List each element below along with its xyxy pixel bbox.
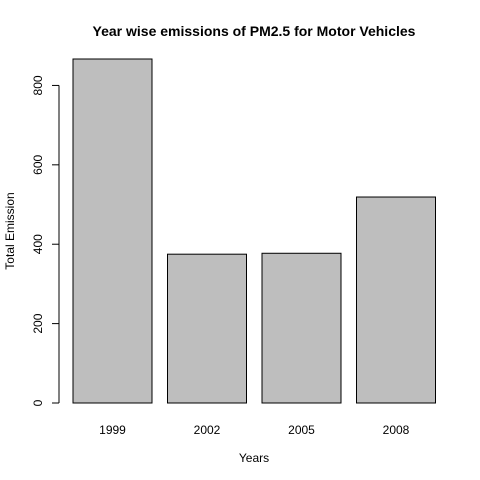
y-tick-label: 400	[31, 234, 45, 254]
bars	[72, 58, 436, 404]
y-tick-label: 200	[31, 313, 45, 333]
x-axis-label: Years	[239, 451, 269, 465]
x-tick-label: 2008	[383, 423, 410, 437]
y-axis-label: Total Emission	[3, 192, 17, 269]
x-tick-label: 2002	[194, 423, 221, 437]
bar-1999	[72, 58, 153, 404]
bar-2008	[356, 196, 436, 404]
x-tick-label: 1999	[99, 423, 126, 437]
x-tick-labels: 1999 2002 2005 2008	[99, 423, 410, 437]
y-tick-label: 0	[31, 399, 45, 406]
bar-2002	[167, 253, 247, 404]
x-tick-label: 2005	[288, 423, 315, 437]
bar-2005	[261, 252, 342, 404]
y-tick-label: 800	[31, 75, 45, 95]
y-axis: 0 200 400 600 800	[31, 75, 60, 406]
y-tick-label: 600	[31, 154, 45, 174]
chart-title: Year wise emissions of PM2.5 for Motor V…	[93, 23, 416, 39]
